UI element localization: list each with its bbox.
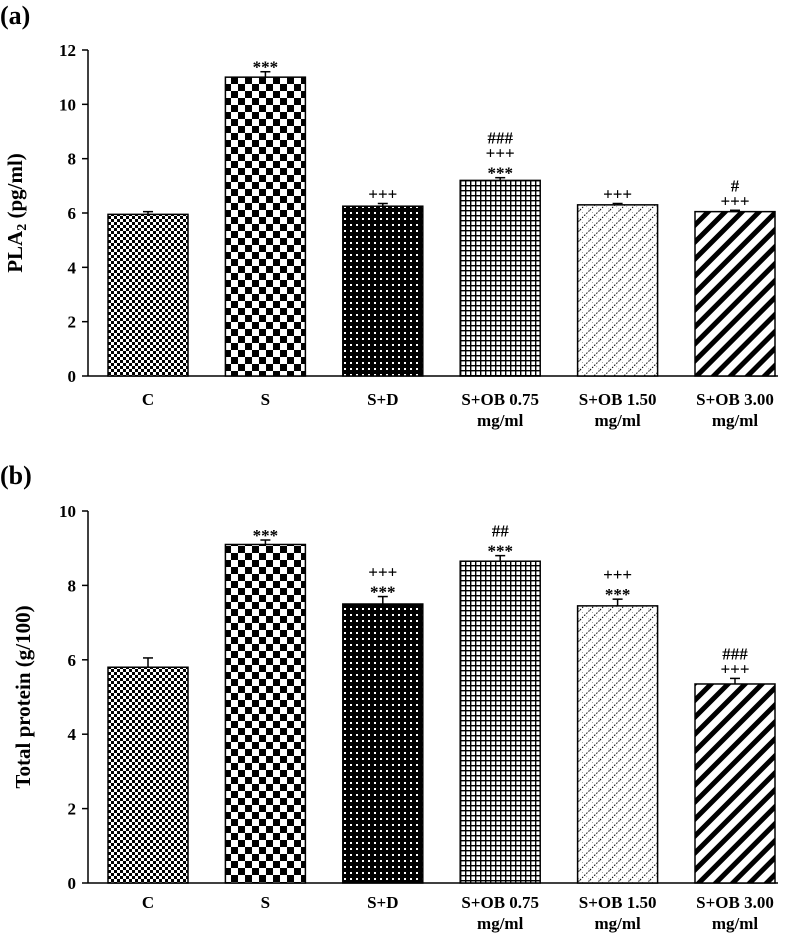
y-tick-label: 2: [68, 313, 77, 332]
y-tick-label: 4: [68, 725, 77, 744]
y-tick-label: 8: [68, 576, 77, 595]
bar: [342, 205, 424, 377]
bar: [576, 204, 659, 377]
x-category-label: mg/ml: [594, 411, 641, 430]
significance-label: ##: [492, 522, 510, 541]
y-tick-label: 6: [68, 651, 77, 670]
significance-label: +++: [368, 184, 397, 203]
y-axis-label: PLA2 (pg/ml): [3, 153, 30, 273]
x-category-label: S+OB 3.00: [696, 893, 774, 912]
significance-label: ###: [487, 129, 513, 148]
significance-label: +++: [603, 565, 632, 584]
bar: [576, 605, 659, 884]
bar: [459, 560, 541, 884]
significance-label: +++: [486, 144, 515, 163]
significance-label: ***: [487, 542, 513, 561]
significance-label: ###: [722, 644, 748, 663]
bar: [107, 666, 189, 884]
y-tick-label: 0: [68, 367, 77, 386]
y-axis-label: Total protein (g/100): [11, 605, 35, 788]
x-category-label: S+D: [367, 893, 398, 912]
x-category-label: S: [261, 390, 270, 409]
significance-label: ***: [370, 583, 396, 602]
significance-label: ***: [253, 58, 279, 77]
x-category-label: mg/ml: [477, 411, 524, 430]
x-category-label: mg/ml: [712, 914, 759, 933]
bar: [342, 603, 424, 884]
significance-label: +++: [720, 659, 749, 678]
significance-label: #: [731, 176, 740, 195]
x-category-label: S+OB 0.75: [461, 390, 539, 409]
panel-label: (b): [0, 461, 32, 490]
y-tick-label: 10: [59, 95, 76, 114]
x-category-label: S+OB 0.75: [461, 893, 539, 912]
x-category-label: C: [142, 390, 154, 409]
bar: [224, 76, 307, 377]
x-category-label: S+OB 3.00: [696, 390, 774, 409]
panel-label: (a): [0, 1, 30, 30]
x-category-label: S+D: [367, 390, 398, 409]
significance-label: +++: [720, 191, 749, 210]
significance-label: ***: [253, 526, 279, 545]
y-tick-label: 8: [68, 150, 77, 169]
bar: [694, 683, 776, 884]
y-tick-label: 2: [68, 800, 77, 819]
bar: [107, 213, 189, 377]
significance-label: +++: [603, 184, 632, 203]
y-tick-label: 10: [59, 502, 76, 521]
bar: [224, 543, 307, 884]
y-tick-label: 0: [68, 874, 77, 893]
x-category-label: mg/ml: [594, 914, 641, 933]
significance-label: +++: [368, 563, 397, 582]
x-category-label: mg/ml: [712, 411, 759, 430]
x-category-label: S+OB 1.50: [579, 390, 657, 409]
y-tick-label: 12: [59, 41, 76, 60]
y-tick-label: 4: [68, 258, 77, 277]
x-category-label: mg/ml: [477, 914, 524, 933]
bar: [694, 210, 776, 377]
significance-label: ***: [487, 164, 513, 183]
x-category-label: S: [261, 893, 270, 912]
bar: [459, 179, 541, 377]
x-category-label: S+OB 1.50: [579, 893, 657, 912]
x-category-label: C: [142, 893, 154, 912]
y-tick-label: 6: [68, 204, 77, 223]
significance-label: ***: [605, 585, 631, 604]
